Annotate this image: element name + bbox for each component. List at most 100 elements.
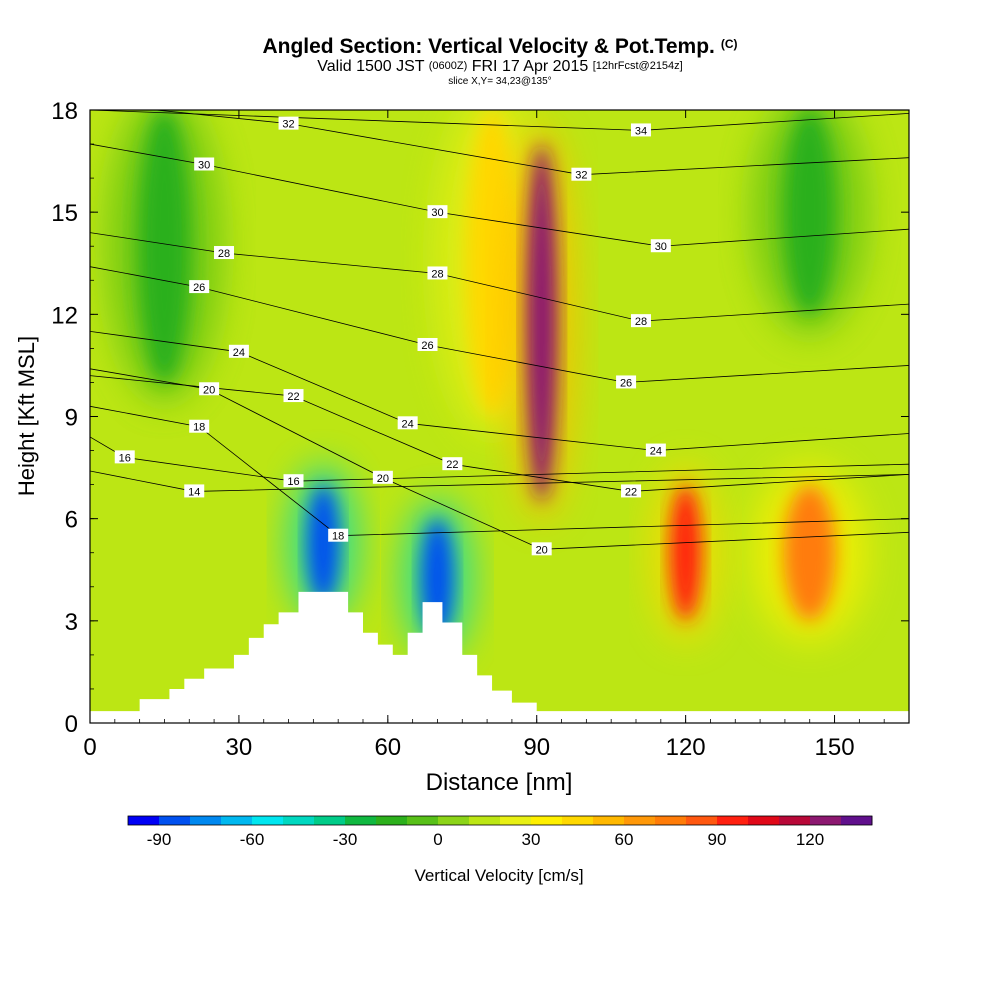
isentrope-label: 26 bbox=[417, 337, 438, 352]
velocity-cell bbox=[783, 484, 836, 621]
slice-label: slice X,Y= 34,23@135° bbox=[448, 76, 552, 87]
isentrope-label-box bbox=[199, 382, 220, 396]
isentrope-label: 28 bbox=[630, 314, 651, 328]
title-mark: (C) bbox=[720, 37, 738, 51]
colorbar-swatch bbox=[314, 816, 346, 825]
colorbar-tick-label: -30 bbox=[333, 830, 358, 849]
colorbar-swatch bbox=[531, 816, 563, 825]
colorbar-swatch bbox=[283, 816, 315, 825]
colorbar-swatch bbox=[593, 816, 625, 825]
isentrope-line bbox=[90, 436, 909, 482]
valid-date: FRI 17 Apr 2015 bbox=[471, 58, 589, 75]
isentrope-label: 22 bbox=[621, 484, 642, 498]
colorbar-tick-label: 30 bbox=[522, 830, 541, 849]
isentrope-label: 30 bbox=[194, 157, 215, 171]
isentrope-line bbox=[90, 405, 909, 537]
isentrope-label: 26 bbox=[616, 375, 637, 389]
x-axis-label: Distance [nm] bbox=[426, 769, 573, 796]
chart-subtitle: Valid 1500 JST (0600Z) FRI 17 Apr 2015 [… bbox=[0, 58, 1000, 76]
isentrope-label-text: 28 bbox=[218, 248, 230, 260]
terrain-profile bbox=[90, 591, 909, 723]
x-tick-label: 150 bbox=[815, 734, 855, 761]
isentrope-label-box bbox=[189, 419, 210, 433]
valid-utc: (0600Z) bbox=[428, 60, 468, 72]
velocity-cell bbox=[307, 484, 340, 604]
colorbar-swatch bbox=[345, 816, 377, 825]
isentrope-label: 30 bbox=[650, 239, 671, 253]
isentrope-label-text: 24 bbox=[402, 418, 414, 430]
isentrope-label: 28 bbox=[427, 266, 448, 280]
y-tick-label: 6 bbox=[65, 507, 78, 534]
isentrope-label-text: 28 bbox=[635, 316, 647, 328]
isentrope-label-text: 20 bbox=[536, 544, 548, 556]
isentrope-label-box bbox=[417, 337, 438, 351]
isentrope-label-text: 20 bbox=[377, 473, 389, 485]
isentrope-label: 14 bbox=[184, 484, 205, 498]
isentrope-label-box bbox=[278, 116, 299, 130]
y-tick-label: 15 bbox=[51, 200, 78, 227]
y-tick-label: 0 bbox=[65, 711, 78, 738]
isentrope-label-box bbox=[372, 470, 393, 484]
isentrope-label-box bbox=[621, 484, 642, 498]
valid-prefix: Valid 1500 JST bbox=[317, 58, 425, 75]
isentrope-label: 30 bbox=[427, 205, 448, 219]
isentrope-label-box bbox=[650, 239, 671, 253]
isentrope-label-text: 16 bbox=[119, 452, 131, 464]
colorbar-tick-label: 90 bbox=[708, 830, 727, 849]
isentrope-label-text: 24 bbox=[650, 446, 662, 458]
colorbar-swatch bbox=[810, 816, 842, 825]
colorbar-tick-label: 60 bbox=[615, 830, 634, 849]
isentrope-label-text: 20 bbox=[203, 384, 215, 396]
x-tick-label: 0 bbox=[83, 734, 96, 761]
isentrope-label-box bbox=[228, 344, 249, 358]
isentrope-label-text: 26 bbox=[193, 282, 205, 294]
colorbar-swatch bbox=[469, 816, 501, 825]
isentrope-label-text: 32 bbox=[575, 170, 587, 182]
isentrope-label-box bbox=[427, 205, 448, 219]
isentrope-label-text: 30 bbox=[655, 241, 667, 253]
isentrope-label: 22 bbox=[442, 457, 463, 471]
isentrope-label: 24 bbox=[645, 443, 666, 458]
colorbar-swatch bbox=[221, 816, 253, 825]
isentrope-label: 18 bbox=[189, 419, 210, 434]
isentrope-label: 18 bbox=[328, 528, 349, 543]
isentrope-label-box bbox=[427, 266, 448, 280]
colorbar-label: Vertical Velocity [cm/s] bbox=[414, 866, 583, 885]
isentrope-labels: 32 34 30 32 30 30 28 28 26 28 26 24 26 20 22 24 18 24 16 22… bbox=[114, 116, 671, 556]
isentrope-label: 26 bbox=[189, 280, 210, 294]
colorbar-swatch bbox=[562, 816, 594, 825]
colorbar-frame bbox=[127, 815, 873, 826]
velocity-cell bbox=[525, 144, 558, 502]
isentrope-label: 16 bbox=[114, 450, 135, 464]
isentrope-label: 32 bbox=[571, 167, 592, 182]
colorbar-swatch bbox=[190, 816, 222, 825]
isentrope-label-box bbox=[189, 280, 210, 294]
isentrope-label-box bbox=[283, 474, 304, 488]
chart-title: Angled Section: Vertical Velocity & Pot.… bbox=[0, 35, 1000, 59]
colorbar-swatch bbox=[624, 816, 656, 825]
isentrope-label-text: 18 bbox=[193, 422, 205, 434]
isentrope-label-box bbox=[184, 484, 205, 498]
colorbar-swatch bbox=[779, 816, 811, 825]
isentrope-label-text: 16 bbox=[287, 476, 299, 488]
colorbar-tick-label: -60 bbox=[240, 830, 265, 849]
colorbar-tick-label: 0 bbox=[433, 830, 442, 849]
y-axis: 0 3 6 9 12 15 18 bbox=[51, 98, 909, 738]
isentrope-label-text: 22 bbox=[287, 391, 299, 403]
colorbar-tick-label: -90 bbox=[147, 830, 172, 849]
isentrope-label-box bbox=[616, 375, 637, 389]
y-axis-label: Height [Kft MSL] bbox=[14, 336, 39, 496]
colorbar-swatch bbox=[841, 816, 873, 825]
isentrope-label: 34 bbox=[630, 123, 651, 137]
isentrope-label-box bbox=[114, 450, 135, 464]
isentrope-label: 22 bbox=[283, 389, 304, 403]
isentrope-label-text: 26 bbox=[421, 340, 433, 352]
colorbar-swatch bbox=[159, 816, 191, 825]
colorbar-swatch bbox=[717, 816, 749, 825]
isentrope-label-box bbox=[194, 157, 215, 171]
velocity-field bbox=[107, 110, 867, 658]
isentrope-label-box bbox=[645, 443, 666, 457]
y-tick-label: 18 bbox=[51, 98, 78, 125]
isentrope-label-box bbox=[214, 246, 235, 260]
isentrope-label: 20 bbox=[531, 542, 552, 556]
